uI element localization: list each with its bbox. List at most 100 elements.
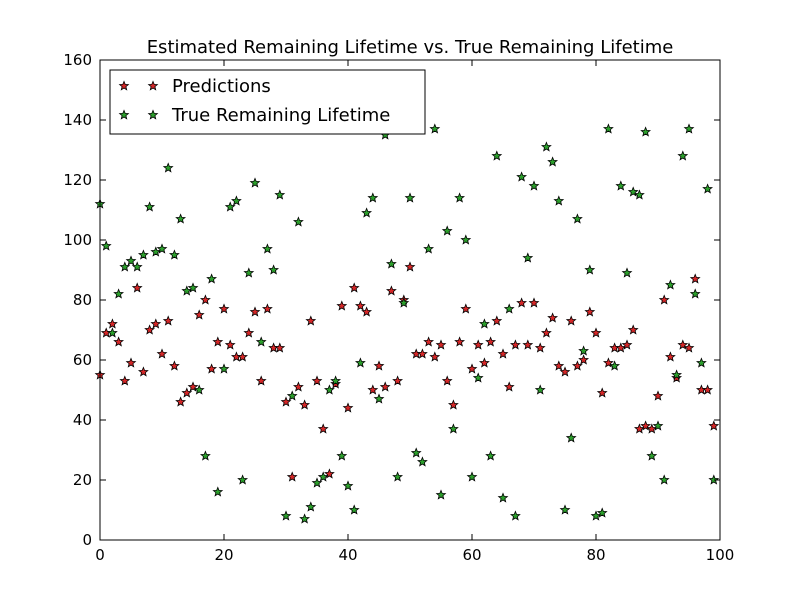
data-point [683, 123, 695, 134]
data-point [708, 474, 720, 485]
data-point [633, 189, 645, 200]
data-point [441, 375, 453, 386]
data-point [261, 303, 273, 314]
data-point [404, 192, 416, 203]
data-point [652, 420, 664, 431]
data-point [361, 306, 373, 317]
x-tick-label: 20 [214, 546, 233, 564]
y-tick-label: 20 [73, 471, 92, 489]
data-point [454, 192, 466, 203]
data-point [516, 297, 528, 308]
data-point [615, 180, 627, 191]
data-point [305, 501, 317, 512]
data-point [212, 486, 224, 497]
data-point [664, 351, 676, 362]
x-tick-label: 100 [706, 546, 735, 564]
data-point [317, 471, 329, 482]
legend-label: Predictions [172, 76, 271, 97]
data-point [404, 261, 416, 272]
data-point [454, 336, 466, 347]
data-point [540, 327, 552, 338]
data-point [528, 180, 540, 191]
legend-box [109, 69, 426, 135]
legend-label: True Remaining Lifetime [171, 105, 390, 126]
data-point [137, 249, 149, 260]
data-point [491, 150, 503, 161]
data-point [367, 192, 379, 203]
data-point [671, 372, 683, 383]
data-point [156, 348, 168, 359]
data-point [144, 201, 156, 212]
x-tick-label: 60 [462, 546, 481, 564]
data-point [547, 156, 559, 167]
data-point [516, 171, 528, 182]
data-point [323, 384, 335, 395]
data-point [348, 504, 360, 515]
data-point [274, 342, 286, 353]
data-point [181, 285, 193, 296]
data-point [565, 432, 577, 443]
data-point [621, 339, 633, 350]
data-point [602, 357, 614, 368]
data-point [292, 216, 304, 227]
data-point [336, 450, 348, 461]
y-tick-label: 120 [63, 171, 92, 189]
data-point [522, 339, 534, 350]
data-point [199, 450, 211, 461]
data-point [621, 267, 633, 278]
data-point [596, 507, 608, 518]
data-point [416, 348, 428, 359]
data-point [429, 123, 441, 134]
data-point [367, 384, 379, 395]
x-tick-label: 40 [338, 546, 357, 564]
legend-marker [147, 109, 159, 120]
data-point [125, 357, 137, 368]
data-point [354, 300, 366, 311]
data-point [224, 201, 236, 212]
data-point [162, 315, 174, 326]
data-point [646, 423, 658, 434]
data-point [261, 243, 273, 254]
data-point [243, 267, 255, 278]
data-point [144, 324, 156, 335]
data-point [702, 384, 714, 395]
data-point [193, 309, 205, 320]
x-tick-label: 80 [586, 546, 605, 564]
data-point [540, 141, 552, 152]
data-point [286, 390, 298, 401]
data-point [311, 477, 323, 488]
chart-title: Estimated Remaining Lifetime vs. True Re… [147, 37, 674, 58]
data-point [578, 345, 590, 356]
data-point [150, 318, 162, 329]
data-point [485, 336, 497, 347]
data-point [509, 510, 521, 521]
data-point [305, 315, 317, 326]
data-point [547, 312, 559, 323]
data-point [565, 315, 577, 326]
data-point [640, 420, 652, 431]
data-point [590, 510, 602, 521]
data-point [633, 423, 645, 434]
data-point [237, 474, 249, 485]
data-point [534, 342, 546, 353]
data-point [106, 327, 118, 338]
data-point [602, 123, 614, 134]
data-point [156, 243, 168, 254]
data-point [317, 423, 329, 434]
data-point [466, 471, 478, 482]
data-point [435, 339, 447, 350]
data-point [689, 273, 701, 284]
data-point [429, 351, 441, 362]
data-point [100, 240, 112, 251]
data-point [268, 264, 280, 275]
data-point [274, 189, 286, 200]
y-tick-label: 40 [73, 411, 92, 429]
data-point [695, 357, 707, 368]
data-point [503, 381, 515, 392]
data-point [193, 384, 205, 395]
data-point [683, 342, 695, 353]
data-point [187, 282, 199, 293]
data-point [590, 327, 602, 338]
data-point [553, 195, 565, 206]
data-point [609, 360, 621, 371]
